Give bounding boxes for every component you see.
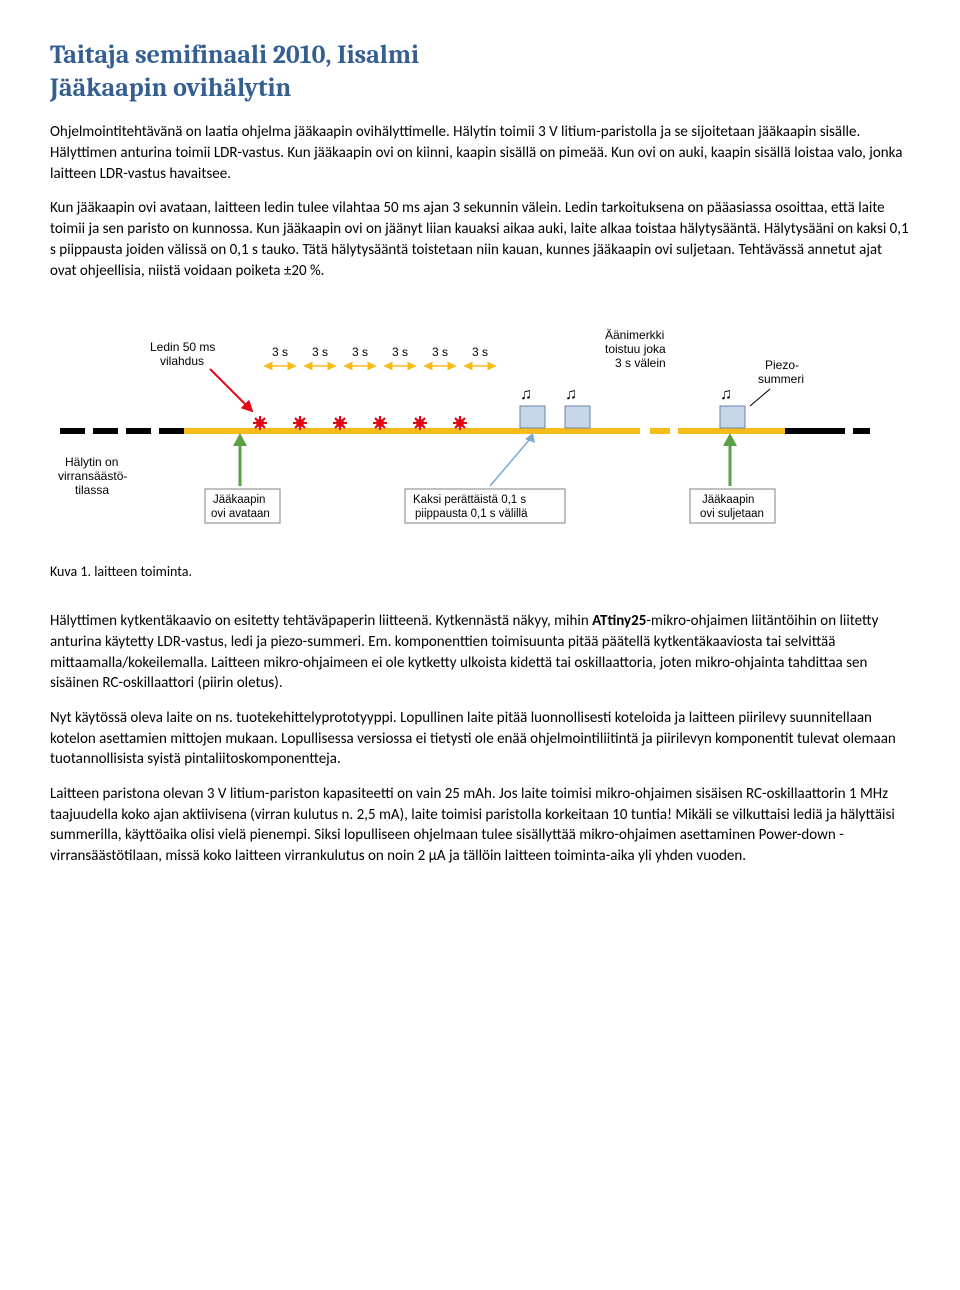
svg-text:ovi avataan: ovi avataan bbox=[211, 508, 270, 520]
svg-text:Kaksi perättäistä 0,1 s: Kaksi perättäistä 0,1 s bbox=[413, 494, 526, 506]
doc-title-line2: Jääkaapin ovihälytin bbox=[50, 73, 910, 104]
svg-text:vilahdus: vilahdus bbox=[160, 354, 204, 368]
beeps-arrow: Kaksi perättäistä 0,1 s piippausta 0,1 s… bbox=[405, 433, 565, 523]
para3-bold: ATtiny25 bbox=[592, 612, 646, 630]
interval-labels: 3 s 3 s 3 s 3 s 3 s 3 s bbox=[272, 345, 488, 359]
piezo-boxes bbox=[520, 406, 745, 428]
svg-text:♫: ♫ bbox=[520, 386, 532, 403]
powersave-label: Hälytin on virransäästö- tilassa bbox=[58, 455, 127, 497]
svg-text:Ledin 50 ms: Ledin 50 ms bbox=[150, 340, 215, 354]
timing-diagram: 3 s 3 s 3 s 3 s 3 s 3 s ♫ ♫ ♫ Ledin 50 m… bbox=[50, 311, 910, 548]
svg-text:toistuu joka: toistuu joka bbox=[605, 342, 666, 356]
figure-caption-1: Kuva 1. laitteen toiminta. bbox=[50, 562, 910, 581]
svg-text:piippausta 0,1 s välillä: piippausta 0,1 s välillä bbox=[415, 508, 528, 520]
svg-text:3 s: 3 s bbox=[432, 345, 448, 359]
paragraph-3: Hälyttimen kytkentäkaavio on esitetty te… bbox=[50, 611, 910, 694]
svg-text:3 s välein: 3 s välein bbox=[615, 356, 666, 370]
led-label: Ledin 50 ms vilahdus bbox=[150, 340, 252, 411]
svg-text:Äänimerkki: Äänimerkki bbox=[605, 328, 664, 342]
paragraph-2: Kun jääkaapin ovi avataan, laitteen ledi… bbox=[50, 198, 910, 281]
note-icons: ♫ ♫ ♫ bbox=[520, 386, 732, 403]
svg-text:Jääkaapin: Jääkaapin bbox=[702, 494, 754, 506]
led-flashes bbox=[253, 416, 467, 430]
doc-title-line1: Taitaja semifinaali 2010, Iisalmi bbox=[50, 40, 910, 71]
svg-text:Jääkaapin: Jääkaapin bbox=[213, 494, 265, 506]
svg-text:Hälytin on: Hälytin on bbox=[65, 455, 118, 469]
piezo-label: Piezo- summeri bbox=[750, 358, 804, 406]
svg-text:3 s: 3 s bbox=[392, 345, 408, 359]
paragraph-1: Ohjelmointitehtävänä on laatia ohjelma j… bbox=[50, 122, 910, 184]
audio-label: Äänimerkki toistuu joka 3 s välein bbox=[605, 328, 666, 370]
svg-text:virransäästö-: virransäästö- bbox=[58, 469, 127, 483]
svg-text:3 s: 3 s bbox=[352, 345, 368, 359]
paragraph-4: Nyt käytössä oleva laite on ns. tuotekeh… bbox=[50, 708, 910, 770]
svg-text:♫: ♫ bbox=[565, 386, 577, 403]
para3-part-a: Hälyttimen kytkentäkaavio on esitetty te… bbox=[50, 612, 592, 630]
svg-text:3 s: 3 s bbox=[472, 345, 488, 359]
svg-text:3 s: 3 s bbox=[272, 345, 288, 359]
svg-text:Piezo-: Piezo- bbox=[765, 358, 799, 372]
svg-text:summeri: summeri bbox=[758, 372, 804, 386]
svg-text:3 s: 3 s bbox=[312, 345, 328, 359]
paragraph-5: Laitteen paristona olevan 3 V litium-par… bbox=[50, 784, 910, 867]
svg-text:ovi suljetaan: ovi suljetaan bbox=[700, 508, 764, 520]
door-close-arrow: Jääkaapin ovi suljetaan bbox=[690, 433, 775, 523]
svg-text:♫: ♫ bbox=[720, 386, 732, 403]
door-open-arrow: Jääkaapin ovi avataan bbox=[205, 433, 280, 523]
svg-text:tilassa: tilassa bbox=[75, 483, 109, 497]
